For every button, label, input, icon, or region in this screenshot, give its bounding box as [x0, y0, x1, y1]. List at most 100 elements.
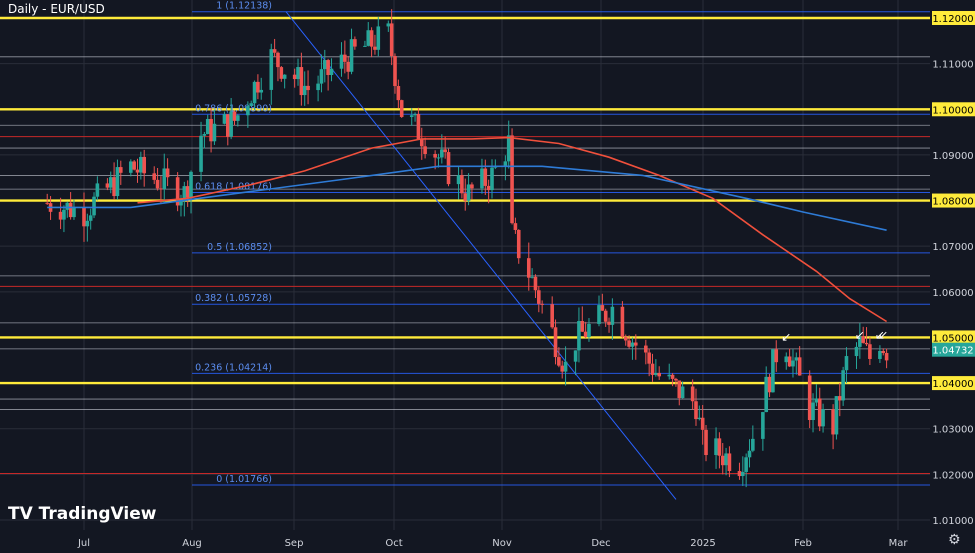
candle-body — [610, 306, 615, 325]
candle-body — [633, 342, 638, 346]
trend-line-segment — [285, 11, 677, 500]
candle-body — [486, 185, 491, 191]
branding-label: TradingView — [38, 504, 157, 524]
candle-body — [155, 179, 160, 189]
moving-average-fast — [137, 136, 888, 323]
arrow-marker: ↙ — [781, 330, 791, 344]
candle-body — [423, 146, 427, 154]
candle-body — [597, 305, 601, 324]
candle-body — [510, 135, 514, 224]
candle-body — [580, 321, 585, 332]
candle-body — [533, 276, 538, 291]
candle-body — [787, 356, 792, 367]
chart-title: Daily - EUR/USD — [8, 2, 105, 16]
candle-body — [296, 67, 300, 80]
y-tick-label: 1.12000 — [932, 14, 973, 25]
y-tick-label: 1.07000 — [932, 242, 973, 253]
candle-body — [339, 54, 344, 69]
candle-body — [189, 171, 193, 198]
candle-body — [841, 370, 845, 401]
tradingview-logo: 𝗧𝗩 TradingView — [8, 504, 156, 524]
candle-body — [65, 202, 70, 210]
moving-averages — [47, 136, 888, 323]
candle-body — [386, 23, 391, 27]
candle-body — [751, 438, 755, 451]
candle-body — [694, 401, 698, 420]
candle-body — [236, 115, 240, 121]
candle-body — [440, 149, 444, 158]
candle-body — [85, 220, 90, 227]
candle-body — [864, 342, 869, 345]
candle-body — [299, 67, 304, 96]
candle-body — [343, 54, 347, 62]
candle-body — [252, 81, 257, 104]
candle-body — [366, 30, 371, 46]
candle-body — [747, 450, 752, 458]
price-tag-highlight — [932, 330, 975, 345]
current-price-tag — [932, 342, 975, 357]
candle-body — [226, 114, 230, 137]
candle-body — [814, 398, 819, 403]
candle-body — [399, 100, 404, 117]
candle-body — [419, 139, 424, 147]
candle-body — [142, 156, 146, 174]
candle-body — [837, 396, 842, 401]
candle-body — [182, 186, 187, 202]
candle-body — [737, 471, 742, 477]
trend-line[interactable] — [285, 11, 677, 500]
candle-body — [369, 30, 374, 47]
candle-body — [717, 438, 722, 456]
candle-body — [647, 352, 651, 364]
candle-body — [326, 60, 330, 75]
candle-body — [667, 374, 672, 377]
fib-level-label: 0.5 (1.06852) — [207, 242, 272, 253]
candle-body — [433, 153, 437, 158]
candle-body — [577, 321, 581, 351]
candle-body — [587, 323, 591, 338]
candle-body — [761, 412, 765, 439]
candle-body — [460, 175, 464, 194]
candle-body — [112, 177, 116, 197]
candle-body — [443, 149, 447, 153]
candle-body — [393, 56, 397, 87]
candle-body — [483, 168, 488, 186]
candle-body — [797, 357, 802, 376]
moving-average-slow — [47, 165, 887, 231]
candle-body — [817, 398, 822, 427]
y-tick-label: 1.06000 — [932, 288, 973, 299]
y-tick-label: 1.02000 — [932, 470, 973, 481]
candle-body — [396, 86, 401, 101]
candle-body — [657, 372, 661, 377]
candle-body — [720, 455, 725, 466]
y-tick-label: 1.08000 — [932, 197, 973, 208]
candle-body — [292, 74, 297, 80]
candle-body — [259, 89, 264, 93]
candle-body — [152, 173, 157, 180]
candle-body — [784, 356, 789, 363]
candle-body — [844, 356, 849, 371]
candle-body — [540, 303, 544, 305]
arrow-markers[interactable]: ↙ ↙ ↙↙ — [781, 328, 888, 344]
candle-body — [436, 157, 441, 159]
candle-body — [446, 152, 451, 185]
candle-body — [409, 115, 414, 117]
candle-body — [680, 386, 685, 399]
x-tick-label: Sep — [285, 538, 304, 549]
candle-body — [279, 67, 284, 79]
candle-body — [603, 310, 608, 322]
tradingview-logo-icon: 𝗧𝗩 — [8, 504, 39, 524]
candle-body — [306, 85, 310, 91]
candle-body — [269, 49, 274, 90]
price-tag-highlight — [932, 376, 975, 391]
fib-level-label: 0.786 (1.09890) — [195, 103, 272, 114]
x-tick-label: Oct — [385, 538, 402, 549]
price-tag-highlight — [932, 102, 975, 117]
candle-body — [316, 83, 320, 91]
gear-icon[interactable]: ⚙ — [948, 532, 961, 548]
candle-body — [249, 103, 254, 107]
fib-retracement[interactable]: 1 (1.12138) 0.786 (1.09890) 0.618 (1.08176… — [192, 1, 930, 486]
arrow-marker: ↙ — [855, 328, 865, 342]
candle-body — [807, 375, 812, 421]
candle-body — [222, 114, 227, 124]
